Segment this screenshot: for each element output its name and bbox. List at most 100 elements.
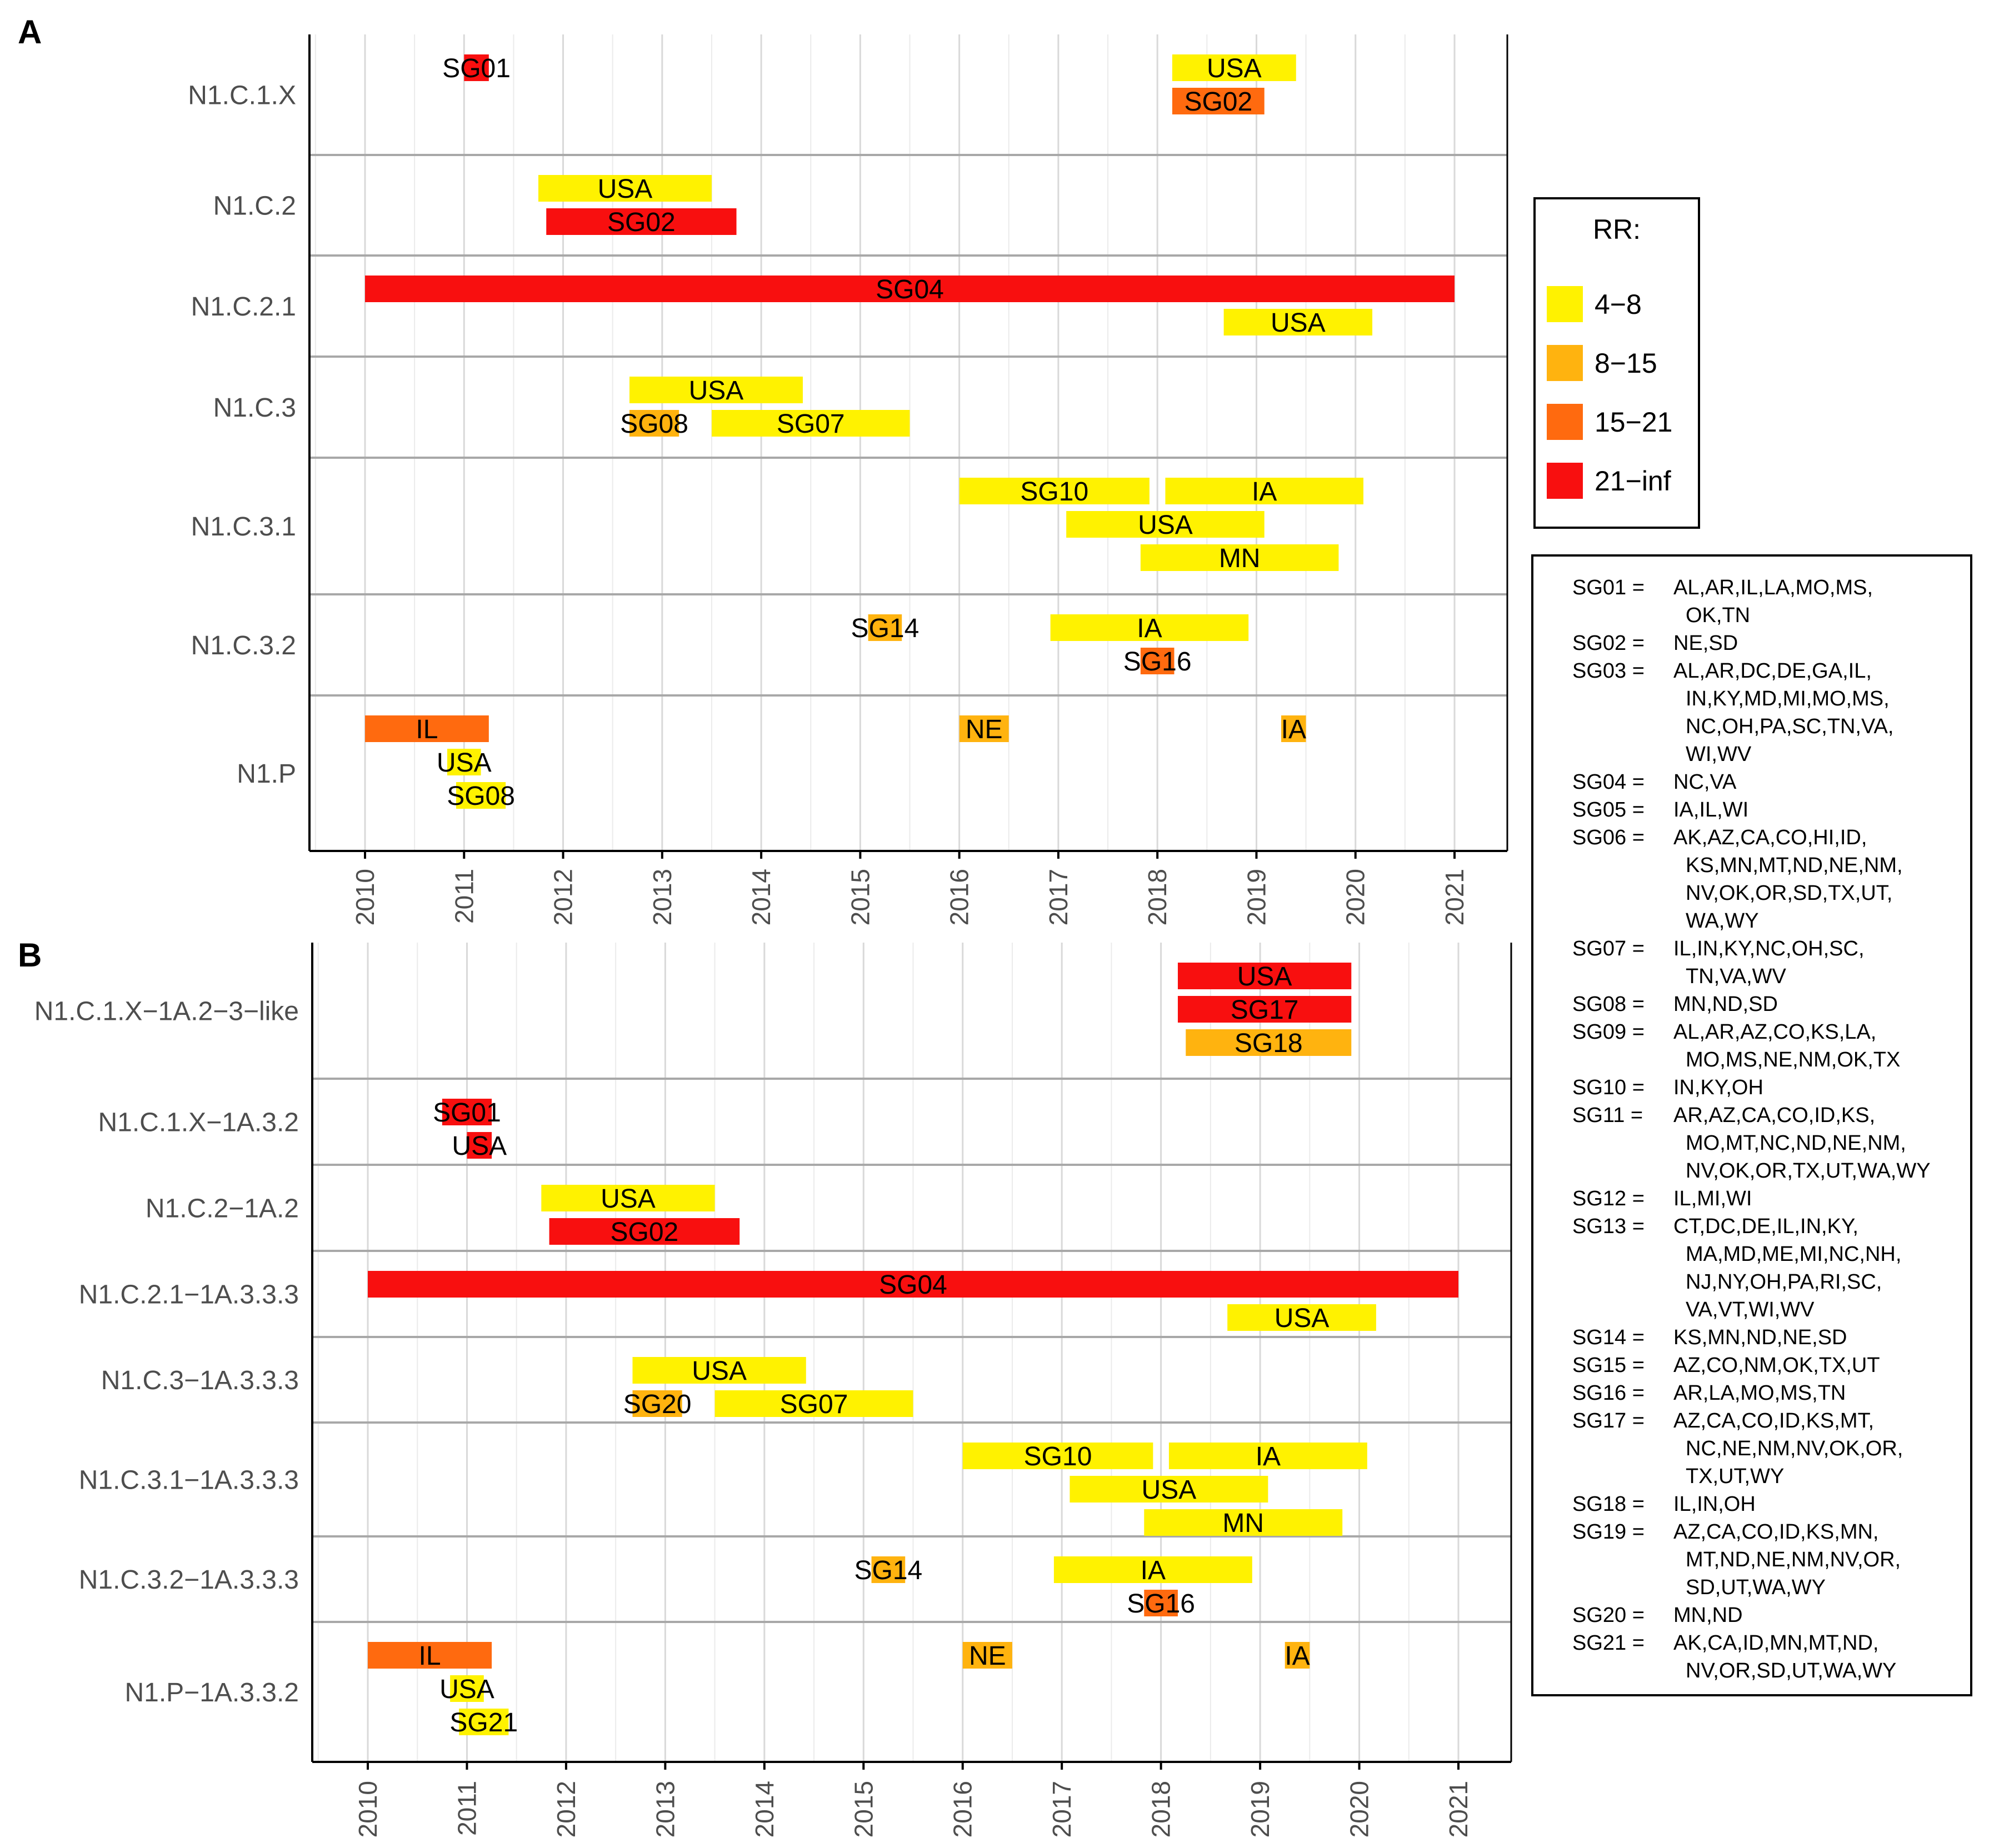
legend-item-label: 8−15	[1595, 348, 1657, 379]
bar-label: SG02	[611, 1218, 679, 1247]
sg-key-code: SG01 =	[1572, 576, 1645, 599]
x-tick-label: 2013	[651, 1781, 679, 1837]
legend: RR: 4−8 8−15 15−21 21−inf	[1533, 197, 1700, 529]
sg-key-code: SG18 =	[1572, 1493, 1645, 1516]
bar-label: USA	[437, 748, 492, 778]
sg-key-states: NC,NE,NM,NV,OK,OR,	[1686, 1437, 1903, 1460]
x-tick-label: 2016	[945, 869, 974, 925]
bar-label: IL	[416, 715, 438, 744]
bar-label: IA	[1141, 1556, 1166, 1585]
gridlines	[314, 34, 1456, 851]
row-label: N1.C.1.X−1A.3.2	[98, 1108, 299, 1138]
x-tick-label: 2017	[1044, 869, 1073, 925]
sg-key-states: NC,VA	[1673, 770, 1737, 794]
sg-key-states: WI,WV	[1686, 743, 1752, 766]
bar-label: USA	[1275, 1304, 1330, 1333]
sg-key-states: TX,UT,WY	[1686, 1465, 1784, 1488]
x-tick-label: 2012	[549, 869, 578, 925]
row-label: N1.C.2.1	[191, 292, 296, 322]
panel-A: A N1.C.1.X SG01 USA SG02 N1.C.2 USA SG02 N1.C.2.…	[18, 13, 1508, 925]
bar-label: SG16	[1127, 1589, 1195, 1619]
bar-label: NE	[966, 715, 1003, 744]
bar	[959, 478, 1150, 504]
sg-key: SG01 = AL,AR,IL,LA,MO,MS, OK,TN SG02 = NE,SD…	[1531, 554, 1972, 1696]
row: N1.C.3.2−1A.3.3.3 SG14 IA SG16	[79, 1556, 1252, 1619]
bar	[868, 614, 902, 641]
bar-label: USA	[1142, 1475, 1197, 1505]
sg-key-states: AZ,CO,NM,OK,TX,UT	[1673, 1354, 1880, 1377]
bar	[1223, 309, 1373, 335]
sg-key-code: SG13 =	[1572, 1215, 1645, 1238]
bar	[365, 276, 1455, 302]
legend-title: RR:	[1593, 214, 1641, 245]
bar-label: IA	[1281, 715, 1306, 744]
x-tick-label: 2018	[1143, 869, 1172, 925]
row: N1.C.2−1A.2 USA SG02	[146, 1184, 740, 1247]
bar	[1227, 1304, 1376, 1331]
row-label: N1.C.2	[213, 192, 296, 221]
bar-label: SG04	[879, 1270, 947, 1300]
row-label: N1.C.3.2−1A.3.3.3	[79, 1565, 299, 1595]
sg-key-states: IL,IN,OH	[1673, 1493, 1756, 1516]
bar	[368, 1642, 492, 1669]
sg-key-code: SG05 =	[1572, 798, 1645, 822]
bar-label: SG20	[623, 1390, 692, 1419]
sg-key-states: MO,MS,NE,NM,OK,TX	[1686, 1048, 1900, 1071]
sg-key-states: AR,AZ,CA,CO,ID,KS,	[1673, 1104, 1875, 1127]
sg-key-code: SG15 =	[1572, 1354, 1645, 1377]
panel-label: B	[18, 936, 42, 974]
sg-key-states: AZ,CA,CO,ID,KS,MT,	[1673, 1409, 1874, 1433]
x-tick-label: 2014	[750, 1781, 779, 1837]
sg-key-states: KS,MN,ND,NE,SD	[1673, 1326, 1847, 1349]
sg-key-code: SG19 =	[1572, 1520, 1645, 1544]
bar	[1140, 648, 1175, 674]
row: N1.C.3.1−1A.3.3.3 SG10 IA USA MN	[79, 1442, 1367, 1538]
bar	[456, 782, 506, 809]
bar-label: USA	[1271, 308, 1326, 338]
x-tick-label: 2020	[1341, 869, 1370, 925]
bar-label: SG16	[1123, 647, 1192, 677]
bar	[632, 1390, 682, 1417]
x-tick-label: 2019	[1242, 869, 1271, 925]
bar	[629, 377, 803, 403]
bar	[871, 1556, 906, 1583]
row-label: N1.C.2.1−1A.3.3.3	[79, 1280, 299, 1310]
bar-label: SG04	[876, 275, 944, 304]
sg-key-code: SG07 =	[1572, 937, 1645, 960]
bar	[549, 1218, 740, 1245]
row: N1.C.2 USA SG02	[213, 174, 737, 237]
bar	[459, 1709, 509, 1735]
panel-B: BN1.C.1.X−1A.2−3−likeUSASG17SG18N1.C.1.X…	[18, 936, 1512, 1837]
x-tick-label: 2015	[846, 869, 874, 925]
bar	[365, 715, 489, 742]
bar	[711, 410, 910, 437]
x-tick-label: 2016	[948, 1781, 977, 1837]
sg-key-states: NE,SD	[1673, 632, 1738, 655]
bar	[1186, 1029, 1352, 1056]
bar	[467, 1132, 492, 1159]
sg-key-states: NV,OK,OR,SD,TX,UT,	[1686, 882, 1892, 905]
sg-key-states: AK,CA,ID,MN,MT,ND,	[1673, 1631, 1878, 1655]
x-tick-label: 2010	[353, 1781, 382, 1837]
row-label: N1.P−1A.3.3.2	[124, 1678, 299, 1707]
sg-key-code: SG20 =	[1572, 1604, 1645, 1627]
row: N1.C.2.1−1A.3.3.3 SG04 USA	[79, 1270, 1458, 1333]
bar-label: SG18	[1235, 1029, 1303, 1058]
bar	[1144, 1509, 1343, 1536]
bar-label: USA	[692, 1356, 747, 1386]
x-tick-label: 2020	[1345, 1781, 1374, 1837]
row: N1.C.3.1 SG10 IA USA MN	[191, 477, 1363, 573]
sg-key-states: VA,VT,WI,WV	[1686, 1298, 1815, 1321]
legend-swatch	[1547, 345, 1583, 381]
sg-key-states: IN,KY,MD,MI,MO,MS,	[1686, 687, 1890, 710]
sg-key-code: SG12 =	[1572, 1187, 1645, 1210]
row-label: N1.C.3.1−1A.3.3.3	[79, 1466, 299, 1495]
bar	[629, 410, 679, 437]
row: N1.C.2.1 SG04 USA	[191, 275, 1455, 338]
x-tick-label: 2021	[1440, 869, 1469, 925]
sg-key-states: SD,UT,WA,WY	[1686, 1576, 1826, 1599]
sg-key-states: MN,ND	[1673, 1604, 1743, 1627]
